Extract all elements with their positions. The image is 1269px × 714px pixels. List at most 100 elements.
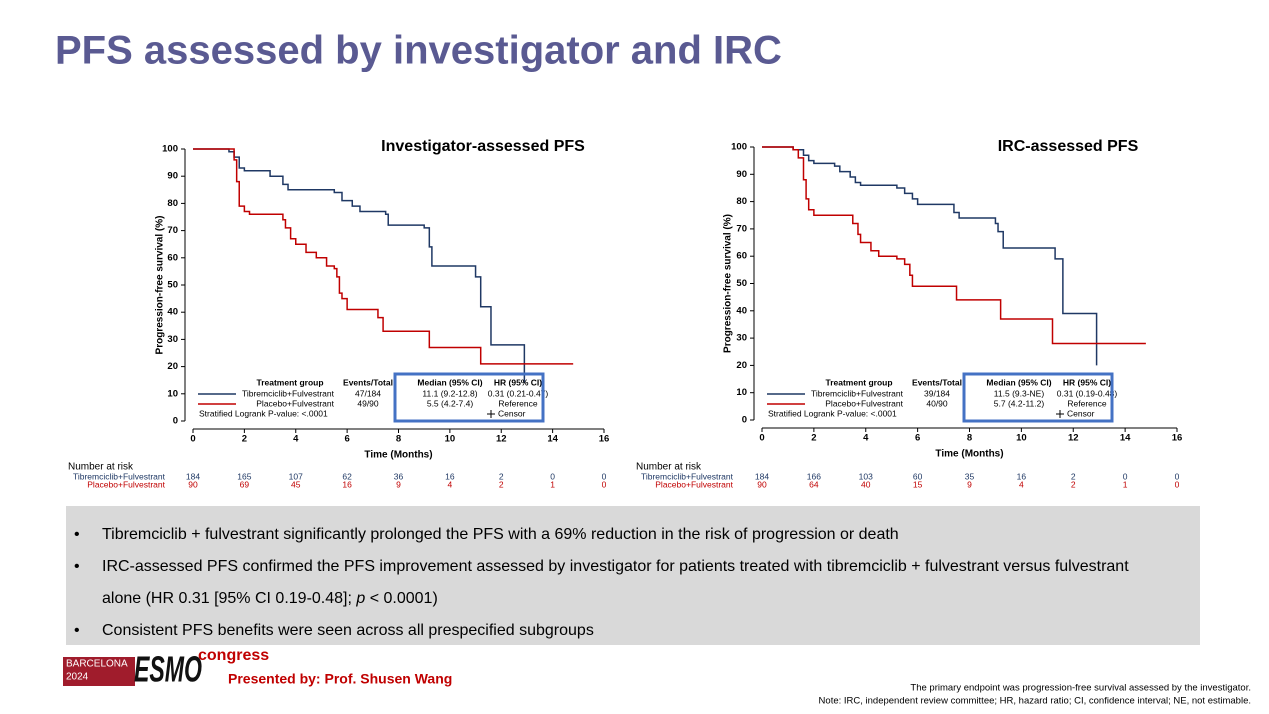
y-tick-label: 70: [736, 223, 747, 234]
legend-cell: 40/90: [926, 398, 948, 408]
logo-brand: ESMO: [134, 649, 202, 690]
at-risk-count: 0: [602, 471, 607, 481]
x-tick-label: 12: [496, 434, 507, 445]
at-risk-count: 69: [240, 479, 250, 489]
bullet-text: Tibremciclib + fulvestrant significantly…: [102, 526, 899, 543]
legend-cell: 5.7 (4.2-11.2): [994, 398, 1045, 408]
censor-symbol: [487, 410, 495, 418]
legend-header: Median (95% CI): [417, 377, 482, 387]
x-tick-label: 8: [396, 434, 401, 445]
legend-cell: 0.31 (0.21-0.47): [488, 388, 549, 398]
at-risk-count: 16: [342, 479, 352, 489]
at-risk-group: Placebo+Fulvestrant: [87, 479, 165, 489]
at-risk-count: 0: [1123, 471, 1128, 481]
at-risk-count: 9: [396, 479, 401, 489]
chart-title: Investigator-assessed PFS: [381, 138, 585, 155]
at-risk-label: Number at risk: [68, 462, 134, 473]
x-tick-label: 16: [1172, 433, 1183, 444]
y-tick-label: 80: [736, 196, 747, 207]
y-tick-label: 80: [167, 198, 178, 209]
at-risk-count: 184: [186, 471, 200, 481]
y-axis-label: Progression-free survival (%): [155, 216, 166, 355]
legend-cell: 11.5 (9.3-NE): [994, 388, 1045, 398]
at-risk-count: 4: [448, 479, 453, 489]
legend-header: HR (95% CI): [494, 377, 542, 387]
at-risk-label: Number at risk: [636, 462, 702, 473]
y-tick-label: 60: [736, 251, 747, 262]
x-tick-label: 12: [1068, 433, 1079, 444]
legend-cell: 11.1 (9.2-12.8): [422, 388, 477, 398]
at-risk-count: 60: [913, 471, 923, 481]
x-tick-label: 4: [293, 434, 299, 445]
at-risk-group: Placebo+Fulvestrant: [655, 479, 733, 489]
at-risk-count: 166: [807, 471, 821, 481]
legend-cell: 0.31 (0.19-0.48): [1057, 388, 1118, 398]
at-risk-count: 16: [445, 471, 455, 481]
y-tick-label: 10: [167, 388, 178, 399]
legend-header: Events/Total: [343, 377, 393, 387]
x-tick-label: 4: [863, 433, 869, 444]
at-risk-count: 2: [1071, 471, 1076, 481]
y-axis-label: Progression-free survival (%): [723, 214, 734, 353]
bullet-text: Consistent PFS benefits were seen across…: [102, 622, 594, 639]
legend-header: Treatment group: [825, 377, 892, 387]
x-tick-label: 10: [1016, 433, 1027, 444]
legend-cell: Reference: [1067, 398, 1106, 408]
at-risk-count: 107: [289, 471, 303, 481]
legend-label: Placebo+Fulvestrant: [825, 398, 903, 408]
at-risk-group: Tibremciclib+Fulvestrant: [73, 471, 166, 481]
y-tick-label: 100: [731, 142, 747, 153]
y-tick-label: 30: [736, 333, 747, 344]
x-tick-label: 8: [967, 433, 972, 444]
survival-curve: [193, 148, 574, 365]
legend-label: Placebo+Fulvestrant: [256, 398, 334, 408]
bullet-text: < 0.0001): [365, 590, 438, 607]
at-risk-count: 0: [1175, 471, 1180, 481]
legend-header: Treatment group: [256, 377, 323, 387]
at-risk-count: 0: [550, 471, 555, 481]
legend-header: HR (95% CI): [1063, 377, 1111, 387]
legend-label: Tibremciclib+Fulvestrant: [811, 388, 904, 398]
bullet-text: p: [356, 590, 366, 607]
legend-cell: 47/184: [355, 388, 381, 398]
legend-header: Events/Total: [912, 377, 962, 387]
bullet: Consistent PFS benefits were seen across…: [74, 615, 1170, 647]
y-tick-label: 0: [742, 415, 747, 426]
at-risk-count: 1: [550, 479, 555, 489]
x-tick-label: 6: [915, 433, 920, 444]
at-risk-count: 16: [1017, 471, 1027, 481]
at-risk-count: 103: [859, 471, 873, 481]
legend-cell: Reference: [498, 398, 537, 408]
survival-curve: [762, 146, 1098, 366]
at-risk-count: 4: [1019, 479, 1024, 489]
y-tick-label: 60: [167, 252, 178, 263]
x-tick-label: 2: [242, 434, 247, 445]
bullet-box: Tibremciclib + fulvestrant significantly…: [66, 506, 1200, 647]
y-tick-label: 50: [167, 280, 178, 291]
x-tick-label: 14: [547, 434, 558, 445]
x-axis-label: Time (Months): [935, 449, 1003, 460]
y-tick-label: 10: [736, 387, 747, 398]
bullet: Tibremciclib + fulvestrant significantly…: [74, 519, 1170, 551]
at-risk-count: 2: [499, 479, 504, 489]
x-tick-label: 14: [1120, 433, 1131, 444]
footnote: The primary endpoint was progression-fre…: [910, 683, 1251, 694]
at-risk-count: 40: [861, 479, 871, 489]
legend-header: Median (95% CI): [986, 377, 1051, 387]
logo-event: congress: [198, 647, 269, 664]
at-risk-count: 35: [965, 471, 975, 481]
at-risk-count: 62: [342, 471, 352, 481]
survival-curve: [193, 148, 526, 383]
at-risk-count: 0: [602, 479, 607, 489]
logo-year: 2024: [66, 672, 89, 683]
highlight-box: [393, 372, 545, 423]
highlight-box: [962, 372, 1114, 423]
y-tick-label: 40: [736, 305, 747, 316]
at-risk-count: 64: [809, 479, 819, 489]
at-risk-count: 2: [499, 471, 504, 481]
x-tick-label: 10: [445, 434, 456, 445]
logrank-note: Stratified Logrank P-value: <.0001: [199, 408, 328, 418]
survival-curve: [762, 146, 1146, 345]
at-risk-count: 1: [1123, 479, 1128, 489]
